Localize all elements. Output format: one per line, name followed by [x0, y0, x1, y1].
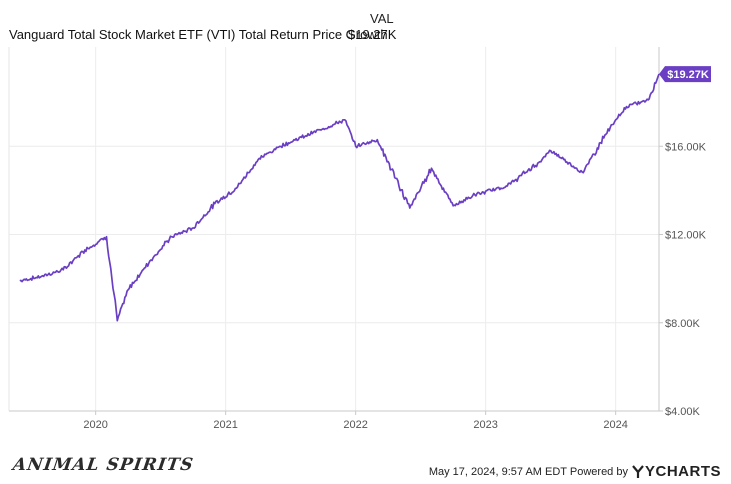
last-value-badge: $19.27K: [659, 66, 711, 83]
y-tick-label: $8.00K: [665, 318, 701, 330]
x-tick-label: 2021: [213, 419, 237, 431]
legend-header: VAL: [370, 11, 394, 26]
x-tick-label: 2024: [603, 419, 627, 431]
series-line: [19, 73, 660, 322]
x-tick-labels: 2020 2021 2022 2023 2024: [83, 419, 627, 431]
x-tick-label: 2022: [343, 419, 367, 431]
y-tick-labels: $4.00K $8.00K $12.00K $16.00K: [665, 141, 707, 418]
animal-spirits-logo: ANIMAL SPIRITS: [11, 455, 195, 475]
y-tick-label: $16.00K: [665, 141, 707, 153]
x-tick-label: 2020: [83, 419, 107, 431]
y-tick-label: $12.00K: [665, 230, 707, 242]
footer-attribution: May 17, 2024, 9:57 AM EDT Powered by YCH…: [429, 463, 721, 480]
legend-series-value: $19.27K: [348, 27, 397, 42]
ycharts-brand-text: YCHARTS: [644, 463, 721, 480]
series-lines: [19, 73, 660, 322]
y-tick-label: $4.00K: [665, 406, 701, 418]
legend-series-name: Vanguard Total Stock Market ETF (VTI) To…: [9, 27, 388, 42]
axes: [8, 47, 663, 415]
grid-lines: [9, 47, 659, 412]
x-tick-label: 2023: [473, 419, 497, 431]
last-value-badge-label: $19.27K: [667, 69, 709, 81]
ycharts-y-icon: [632, 464, 644, 478]
ycharts-logo[interactable]: YCHARTS: [632, 463, 721, 480]
footer-timestamp: May 17, 2024, 9:57 AM EDT Powered by: [428, 465, 628, 478]
last-value-badge-bg: [659, 66, 711, 83]
